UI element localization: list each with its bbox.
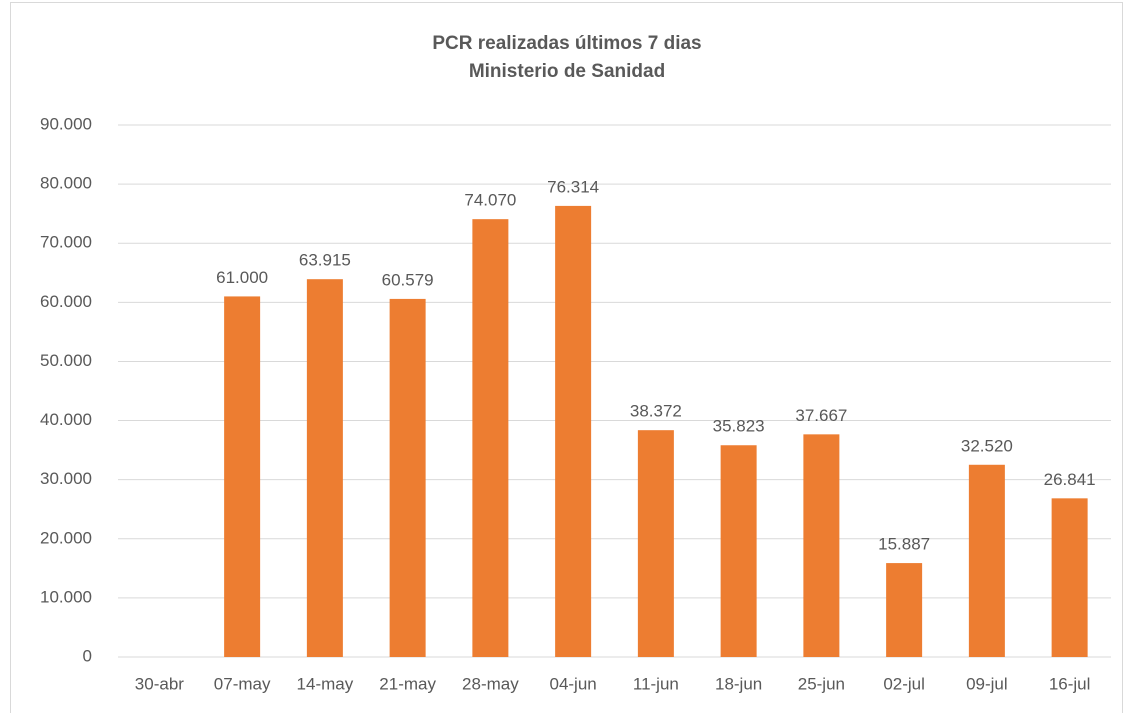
- y-tick-label: 80.000: [40, 174, 92, 193]
- y-tick-label: 30.000: [40, 469, 92, 488]
- data-label: 74.070: [464, 191, 516, 210]
- y-tick-label: 10.000: [40, 587, 92, 606]
- y-tick-label: 90.000: [40, 114, 92, 133]
- bar: [389, 298, 426, 657]
- x-tick-label: 11-jun: [633, 674, 679, 693]
- y-tick-label: 20.000: [40, 528, 92, 547]
- data-label: 76.314: [547, 177, 599, 196]
- data-label: 32.520: [961, 436, 1013, 455]
- chart-title: PCR realizadas últimos 7 dias: [432, 33, 701, 54]
- data-label: 38.372: [630, 402, 682, 421]
- x-tick-label: 18-jun: [715, 674, 762, 693]
- bar: [224, 296, 261, 657]
- data-label: 37.667: [795, 406, 847, 425]
- chart-subtitle: Ministerio de Sanidad: [469, 61, 665, 82]
- x-tick-label: 28-may: [462, 674, 519, 693]
- y-tick-label: 60.000: [40, 292, 92, 311]
- data-label: 35.823: [713, 417, 765, 436]
- x-tick-label: 25-jun: [798, 674, 845, 693]
- bar: [803, 434, 840, 657]
- x-tick-label: 04-jun: [549, 674, 596, 693]
- data-label: 61.000: [216, 268, 268, 287]
- y-tick-label: 50.000: [40, 351, 92, 370]
- y-tick-label: 70.000: [40, 233, 92, 252]
- data-label: 60.579: [382, 270, 434, 289]
- data-label: 63.915: [299, 251, 351, 270]
- bar: [555, 205, 592, 657]
- bar: [886, 563, 923, 657]
- bar: [472, 219, 509, 657]
- x-tick-label: 16-jul: [1049, 674, 1091, 693]
- x-tick-label: 30-abr: [135, 674, 184, 693]
- x-tick-label: 21-may: [379, 674, 436, 693]
- bar: [1051, 498, 1088, 657]
- bar: [637, 430, 674, 657]
- x-tick-label: 07-may: [214, 674, 271, 693]
- y-tick-label: 0: [83, 646, 92, 665]
- data-label: 26.841: [1044, 470, 1096, 489]
- x-tick-label: 09-jul: [966, 674, 1008, 693]
- bar: [720, 445, 757, 657]
- bar: [968, 464, 1005, 657]
- bar: [306, 279, 343, 657]
- y-tick-label: 40.000: [40, 410, 92, 429]
- x-tick-label: 14-may: [297, 674, 354, 693]
- data-label: 15.887: [878, 535, 930, 554]
- x-tick-label: 02-jul: [883, 674, 925, 693]
